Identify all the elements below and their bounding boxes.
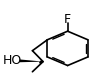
Text: HO: HO	[3, 54, 22, 67]
Text: F: F	[64, 13, 71, 26]
Polygon shape	[20, 59, 43, 62]
